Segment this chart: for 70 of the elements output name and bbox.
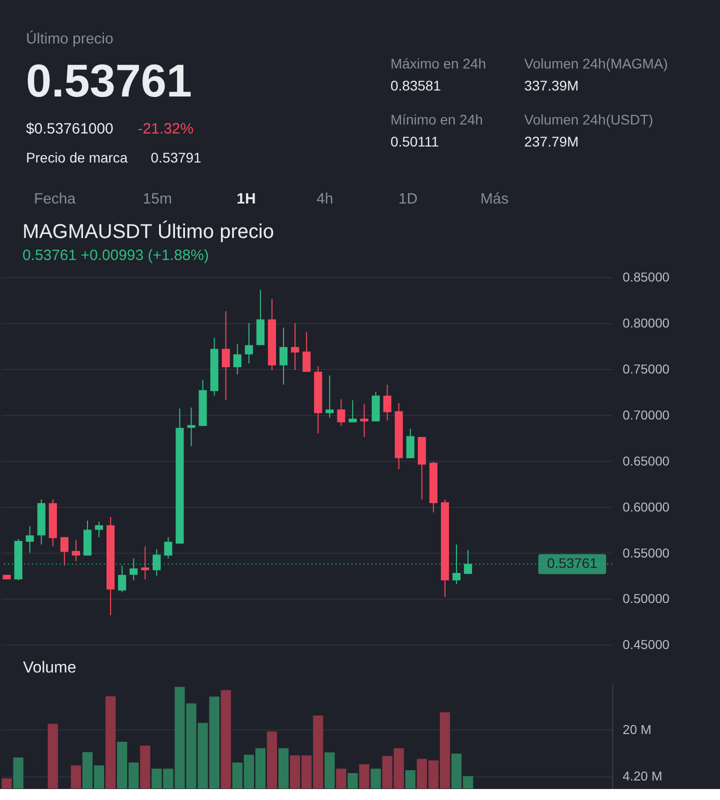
- bar: [48, 724, 58, 788]
- candlestick: [187, 407, 196, 447]
- y-tick-label: 0.65000: [622, 453, 670, 468]
- candlestick: [26, 526, 34, 554]
- y-tick-label: 0.55000: [622, 545, 670, 560]
- text: 1H: [236, 190, 256, 208]
- bar: [2, 778, 12, 788]
- candlestick: [118, 565, 126, 593]
- candlestick: [406, 428, 414, 459]
- y-tick-label: 20 M: [622, 722, 652, 737]
- text: $0.53761000: [26, 120, 114, 138]
- candlestick: [60, 536, 68, 566]
- text: 4h: [316, 190, 334, 208]
- candlestick: [302, 332, 311, 372]
- text: Máximo en 24h: [390, 55, 486, 72]
- bar: [278, 748, 289, 788]
- text: Fecha: [34, 190, 76, 208]
- candlestick: [72, 539, 80, 562]
- text: 0.53761: [26, 54, 192, 106]
- bar: [70, 765, 82, 788]
- bar: [13, 757, 24, 788]
- text: 0.50111: [390, 133, 440, 150]
- bar: [324, 752, 335, 788]
- text: Precio de marca: [26, 149, 128, 166]
- bar: [140, 746, 150, 788]
- candlestick: [164, 536, 172, 559]
- candlestick: [348, 400, 357, 423]
- candlestick: [360, 403, 368, 438]
- bar: [266, 731, 278, 788]
- y-tick-label: 0.45000: [622, 637, 670, 652]
- text: Volumen 24h(USDT): [524, 111, 654, 128]
- bar: [220, 690, 231, 788]
- chart-subtitle: 0.53761 +0.00993 (+1.88%): [22, 247, 209, 264]
- y-tick-label: 0.85000: [622, 270, 670, 285]
- text: Mínimo en 24h: [390, 111, 483, 128]
- candlestick: [233, 344, 242, 376]
- ref-line-label: 0.53761: [546, 555, 598, 572]
- candlestick: [94, 521, 104, 538]
- bar: [359, 764, 370, 788]
- candlestick: [326, 374, 334, 418]
- candlestick: [222, 310, 230, 401]
- text: 237.79M: [524, 133, 579, 150]
- candlestick: [383, 384, 392, 421]
- chart-title: Volume: [22, 660, 76, 677]
- bar: [405, 770, 416, 788]
- candlestick: [141, 546, 150, 580]
- candlestick: [337, 398, 346, 426]
- text: 0.53791: [150, 149, 202, 166]
- y-tick-label: 4.20 M: [622, 768, 662, 784]
- candlestick: [244, 322, 253, 364]
- text: 337.39M: [524, 77, 579, 94]
- y-tick-label: 0.80000: [622, 316, 670, 331]
- bar: [105, 696, 116, 788]
- text: Último precio: [26, 30, 114, 48]
- text: Volumen 24h(MAGMA): [524, 55, 668, 72]
- candlestick: [279, 327, 288, 386]
- y-tick-label: 0.60000: [622, 499, 670, 514]
- text: Más: [480, 190, 509, 208]
- y-tick-label: 0.50000: [622, 591, 670, 606]
- bar: [370, 768, 381, 788]
- bar: [336, 768, 346, 788]
- y-tick-label: 0.70000: [622, 407, 670, 422]
- text: 15m: [142, 190, 172, 208]
- text: 0.83581: [390, 77, 442, 94]
- chart-title: MAGMAUSDT Último precio: [22, 220, 274, 244]
- y-tick-label: 0.75000: [622, 362, 670, 377]
- text: 1D: [398, 190, 418, 208]
- candlestick: [291, 322, 300, 370]
- bar: [348, 773, 358, 788]
- text: -21.32%: [138, 120, 194, 138]
